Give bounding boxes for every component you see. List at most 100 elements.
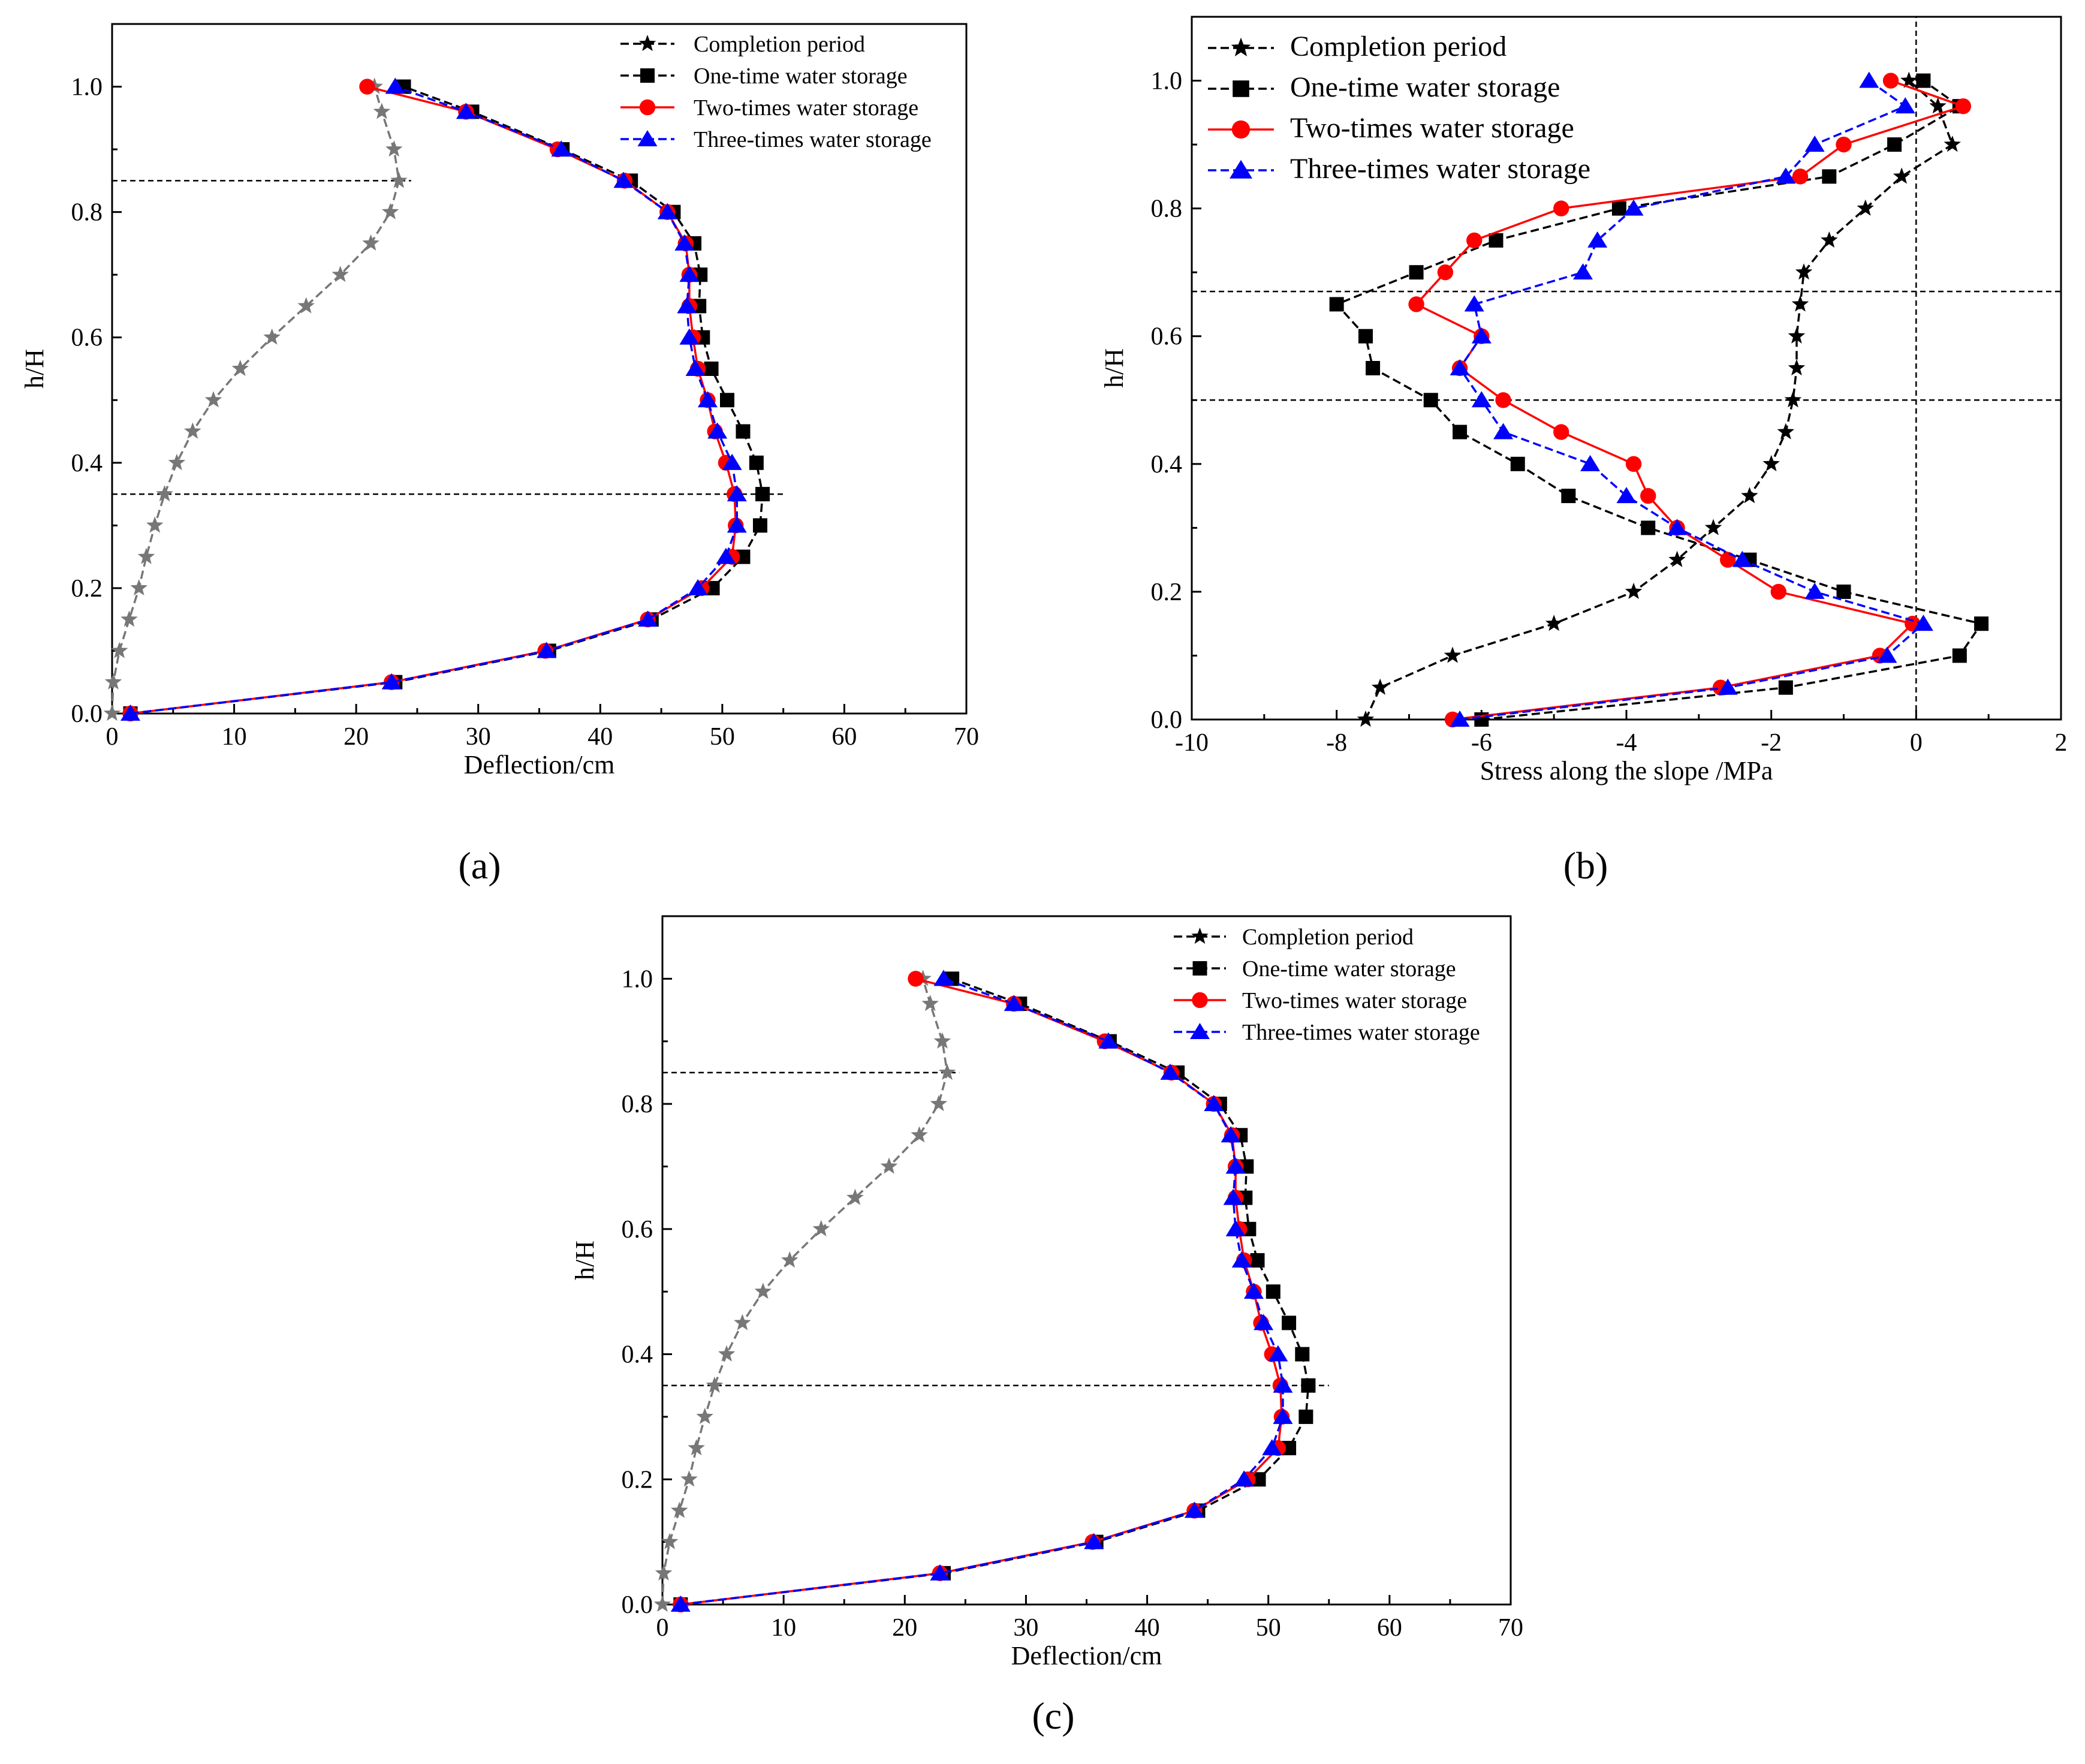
data-point-one	[704, 362, 719, 376]
legend-label-three: Three-times water storage	[1290, 153, 1590, 185]
data-point-completion	[1741, 487, 1758, 504]
legend-label-completion: Completion period	[1242, 925, 1414, 950]
data-point-two	[1495, 392, 1511, 408]
data-point-completion	[696, 1407, 713, 1424]
data-point-three	[670, 1596, 691, 1612]
y-tick-label: 1.0	[71, 74, 103, 101]
data-point-one	[1295, 1347, 1310, 1362]
data-point-one	[1916, 73, 1931, 88]
data-point-three	[1084, 1533, 1104, 1549]
data-point-completion	[1444, 646, 1462, 663]
data-point-three	[1471, 391, 1492, 408]
x-tick-label: -4	[1616, 729, 1637, 757]
data-point-one	[1952, 648, 1967, 663]
data-point-three	[679, 266, 700, 282]
x-tick-label: 20	[892, 1614, 917, 1642]
data-point-three	[1471, 327, 1492, 344]
y-tick-label: 0.4	[1151, 451, 1183, 478]
data-point-three	[120, 705, 141, 721]
data-point-three	[1667, 519, 1688, 535]
data-point-completion	[1788, 327, 1806, 344]
data-point-completion	[385, 140, 403, 157]
data-point-one	[1778, 680, 1793, 695]
data-point-three	[1580, 454, 1601, 471]
legend-marker-two	[1192, 992, 1208, 1009]
data-point-completion	[911, 1126, 928, 1143]
data-point-completion	[297, 297, 315, 314]
legend-label-two: Two-times water storage	[1242, 988, 1467, 1013]
data-point-three	[1573, 263, 1593, 280]
x-tick-label: 50	[710, 723, 735, 751]
y-axis-title: h/H	[570, 1241, 599, 1280]
data-point-three	[1160, 1063, 1180, 1080]
data-point-completion	[110, 642, 128, 658]
data-point-two	[1466, 232, 1483, 249]
data-point-three	[1623, 199, 1644, 216]
data-point-three	[657, 203, 677, 219]
x-tick-label: 2	[2055, 729, 2068, 757]
data-point-one	[1366, 361, 1381, 375]
data-point-three	[1913, 615, 1933, 631]
data-point-completion	[846, 1188, 864, 1205]
y-tick-label: 0.8	[1151, 195, 1183, 223]
legend-marker-three	[1190, 1023, 1210, 1039]
data-point-three	[1895, 97, 1915, 114]
data-point-two	[908, 971, 924, 987]
data-point-completion	[930, 1095, 948, 1112]
y-tick-label: 1.0	[622, 965, 653, 993]
data-point-one	[1974, 616, 1989, 631]
data-point-three	[1254, 1314, 1274, 1330]
data-point-completion	[1795, 263, 1813, 280]
y-tick-label: 0.6	[71, 324, 103, 352]
data-point-completion	[1357, 711, 1375, 727]
data-point-completion	[1821, 231, 1838, 248]
data-point-three	[685, 360, 706, 376]
data-point-one	[1561, 489, 1576, 504]
legend-label-one: One-time water storage	[1242, 956, 1456, 982]
x-tick-label: -8	[1326, 729, 1347, 757]
data-point-one	[752, 518, 767, 533]
series-line-completion	[661, 978, 948, 1605]
data-point-completion	[653, 1596, 671, 1612]
data-point-three	[1221, 1126, 1241, 1143]
x-tick-label: 70	[1498, 1614, 1523, 1642]
data-point-three	[722, 453, 742, 470]
data-point-three	[1273, 1376, 1293, 1393]
data-point-three	[677, 297, 697, 314]
data-point-three	[1804, 582, 1825, 599]
data-point-one	[1282, 1316, 1297, 1330]
data-point-completion	[1791, 295, 1809, 312]
x-axis-title: Deflection/cm	[464, 750, 615, 779]
data-point-completion	[706, 1376, 724, 1393]
data-point-three	[537, 642, 557, 658]
data-point-completion	[734, 1314, 751, 1330]
data-point-three	[707, 422, 728, 439]
y-tick-label: 0.4	[622, 1341, 653, 1369]
x-tick-label: 10	[771, 1614, 796, 1642]
data-point-one	[1489, 233, 1504, 248]
data-point-three	[1493, 423, 1514, 440]
data-point-two	[1955, 98, 1972, 115]
x-tick-label: -2	[1761, 729, 1782, 757]
data-point-three	[1225, 1157, 1246, 1174]
data-point-two	[1882, 73, 1899, 89]
legend-marker-completion	[638, 35, 656, 52]
data-point-completion	[1893, 167, 1911, 184]
x-tick-label: 60	[831, 723, 857, 751]
y-tick-label: 0.0	[622, 1591, 653, 1619]
y-axis-title: h/H	[20, 349, 49, 389]
data-point-three	[727, 516, 747, 533]
x-tick-label: 40	[587, 723, 613, 751]
data-point-completion	[661, 1533, 679, 1549]
data-point-completion	[880, 1157, 898, 1174]
data-point-three	[385, 77, 405, 94]
data-point-completion	[263, 328, 281, 345]
data-point-one	[1266, 1284, 1280, 1299]
data-point-three	[551, 140, 571, 157]
x-axis-title: Stress along the slope /MPa	[1480, 756, 1773, 785]
data-point-completion	[671, 1501, 688, 1518]
y-axis-title: h/H	[1099, 348, 1129, 388]
data-point-completion	[781, 1251, 799, 1268]
data-point-two	[1640, 487, 1656, 504]
